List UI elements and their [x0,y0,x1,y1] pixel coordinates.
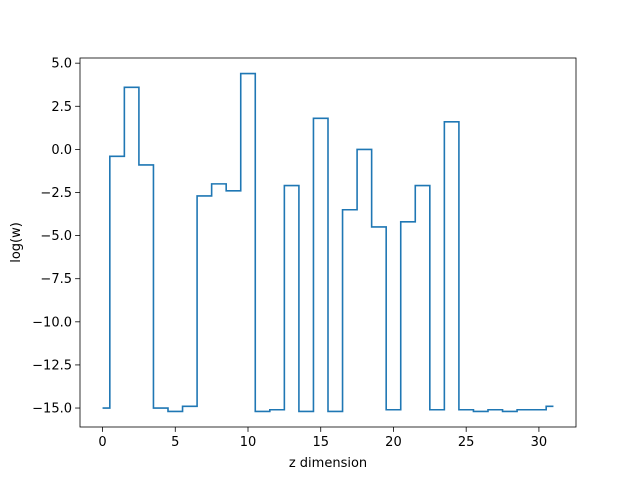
y-tick-label: −5.0 [40,229,72,244]
y-axis-label: log(w) [9,222,24,263]
y-tick-label: 5.0 [51,57,72,72]
y-tick-label: 2.5 [51,100,72,115]
x-tick-label: 20 [385,435,402,450]
plot-frame [79,57,577,428]
series-line-0 [102,72,554,413]
y-axis-ticks: 5.0 2.5 0.0 −2.5 −5.0 −7.5 −10.0 −12.5 −15.0 [32,57,80,417]
x-axis-ticks: 0 5 10 15 20 25 30 [98,427,547,450]
x-tick-label: 0 [98,435,106,450]
x-tick-label: 15 [312,435,329,450]
y-tick-label: −7.5 [40,272,72,287]
y-tick-label: −15.0 [32,402,72,417]
x-tick-label: 10 [240,435,257,450]
x-tick-label: 25 [458,435,475,450]
y-tick-label: −12.5 [32,358,72,373]
x-axis-label: z dimension [289,456,367,471]
y-tick-label: −2.5 [40,186,72,201]
y-tick-label: −10.0 [32,315,72,330]
y-tick-label: 0.0 [51,143,72,158]
x-tick-label: 30 [531,435,548,450]
x-tick-label: 5 [171,435,179,450]
series-layer [102,72,554,413]
